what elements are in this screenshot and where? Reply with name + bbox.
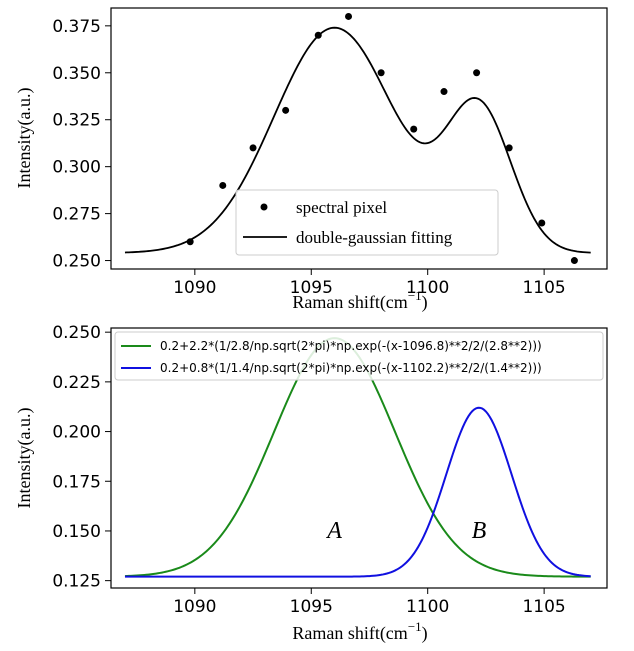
bottom-legend-box [114, 331, 604, 381]
legend-label-curve-a: 0.2+2.2*(1/2.8/np.sqrt(2*pi)*np.exp(-(x-… [160, 339, 542, 353]
bottom-y-tick-label: 0.175 [52, 472, 101, 492]
top-y-tick-label: 0.375 [52, 17, 101, 37]
bottom-legend: 0.2+2.2*(1/2.8/np.sqrt(2*pi)*np.exp(-(x-… [114, 331, 604, 381]
bottom-x-tick-label: 1105 [522, 597, 565, 617]
top-y-tick-label: 0.300 [52, 158, 101, 178]
data-point [570, 257, 578, 265]
bottom-ticks: 1090 1095 1100 1105 0.125 0.150 0.175 0.200 0.22… [52, 323, 565, 617]
bottom-x-tick-label: 1100 [406, 597, 449, 617]
top-ticks: 1090 1095 1100 1105 0.250 0.275 0.300 0.325 0.35… [52, 17, 565, 298]
top-x-tick-label: 1090 [173, 278, 216, 298]
top-x-axis-label: Raman shift(cm−1) [292, 288, 427, 313]
top-y-tick-label: 0.325 [52, 111, 101, 131]
data-point [314, 31, 322, 39]
data-point [186, 238, 194, 246]
top-panel: 1090 1095 1100 1105 0.250 0.275 0.300 0.325 0.35… [14, 7, 608, 313]
bottom-y-tick-label: 0.125 [52, 572, 101, 592]
top-x-tick-label: 1100 [406, 278, 449, 298]
bottom-y-axis-label: Intensity(a.u.) [14, 408, 35, 509]
top-legend: spectral pixel double-gaussian fitting [235, 189, 499, 256]
top-y-axis-label: Intensity(a.u.) [14, 88, 35, 189]
data-point [473, 69, 481, 77]
bottom-y-tick-label: 0.200 [52, 423, 101, 443]
fit-curve [124, 26, 591, 254]
data-point [440, 88, 448, 96]
legend-label-fit: double-gaussian fitting [296, 228, 453, 247]
bottom-y-tick-label: 0.250 [52, 323, 101, 343]
data-point [249, 144, 257, 152]
data-point [282, 106, 290, 114]
data-point [505, 144, 513, 152]
bottom-y-tick-label: 0.225 [52, 373, 101, 393]
bottom-x-tick-label: 1095 [290, 597, 333, 617]
top-x-tick-label: 1105 [522, 278, 565, 298]
legend-marker-points [260, 203, 268, 211]
bottom-plot-frame [110, 327, 608, 589]
data-point [410, 125, 418, 133]
top-legend-box [235, 189, 499, 256]
top-y-tick-label: 0.275 [52, 205, 101, 225]
data-point [219, 181, 227, 189]
bottom-y-tick-label: 0.150 [52, 522, 101, 542]
legend-label-curve-b: 0.2+0.8*(1/1.4/np.sqrt(2*pi)*np.exp(-(x-… [160, 361, 542, 375]
bottom-x-tick-label: 1090 [173, 597, 216, 617]
data-point [377, 69, 385, 77]
data-point [538, 219, 546, 227]
legend-label-points: spectral pixel [296, 198, 387, 217]
annotation-b: B [472, 518, 487, 544]
gaussian-curve-b [124, 406, 591, 578]
data-points [186, 12, 578, 265]
data-point [345, 12, 353, 20]
bottom-panel: 1090 1095 1100 1105 0.125 0.150 0.175 0.200 0.22… [14, 323, 608, 644]
bottom-x-axis-label: Raman shift(cm−1) [292, 619, 427, 644]
top-y-tick-label: 0.250 [52, 252, 101, 272]
annotation-a: A [325, 518, 342, 544]
top-x-tick-label: 1095 [290, 278, 333, 298]
top-y-tick-label: 0.350 [52, 64, 101, 84]
top-plot-frame [110, 7, 608, 270]
